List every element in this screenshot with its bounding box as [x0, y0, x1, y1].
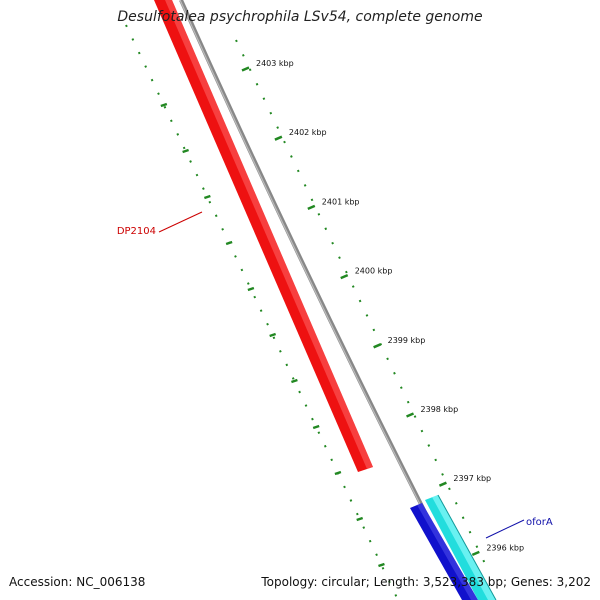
- outer-ruler-tick: [334, 470, 342, 476]
- gene-label-dp2104: DP2104: [117, 226, 156, 237]
- gene-dp2104-feature: [154, 0, 373, 472]
- ruler-tick-marks: [160, 66, 480, 568]
- ruler-tick-label: 2397 kbp: [453, 474, 491, 483]
- ruler-major-tick: [241, 66, 250, 72]
- ruler-tick-labels: 2403 kbp 2402 kbp 2401 kbp 2400 kbp 2399 kbp…: [256, 59, 524, 552]
- ruler-major-tick: [373, 343, 382, 349]
- gene-cyan-feature: [425, 494, 497, 600]
- gene-label-leader-lines: [158, 211, 525, 539]
- outer-ruler-tick: [356, 516, 364, 522]
- inner-ruler-track: [235, 39, 489, 571]
- outer-ruler-tick: [203, 194, 211, 200]
- ruler-major-tick: [307, 204, 316, 211]
- ruler-tick-label: 2399 kbp: [388, 336, 426, 345]
- ruler-tick-label: 2396 kbp: [486, 543, 524, 552]
- outer-ruler-tick: [225, 240, 233, 246]
- outer-ruler-tick: [312, 424, 320, 430]
- outer-ruler-tick: [291, 378, 298, 384]
- ruler-tick-label: 2401 kbp: [322, 197, 360, 206]
- outer-ruler-tick: [182, 148, 189, 154]
- ruler-tick-label: 2402 kbp: [289, 128, 327, 137]
- genome-title: Desulfotalea psychrophila LSv54, complet…: [117, 9, 483, 25]
- gene-label-oforA: oforA: [526, 517, 553, 528]
- outer-ruler-tick: [378, 562, 385, 568]
- outer-ruler-tick: [160, 102, 168, 108]
- outer-ruler-track: [125, 24, 399, 600]
- ruler-major-tick: [438, 481, 447, 487]
- genome-stats-text: Topology: circular; Length: 3,523,383 bp…: [261, 575, 591, 589]
- accession-text: Accession: NC_006138: [9, 575, 146, 589]
- outer-ruler-tick: [269, 332, 277, 338]
- ruler-major-tick: [471, 550, 480, 557]
- ruler-major-tick: [340, 273, 349, 280]
- gene-oforA-feature: [410, 503, 478, 600]
- outer-ruler-tick: [247, 286, 255, 292]
- genome-backbone: [179, 0, 472, 600]
- ruler-tick-label: 2398 kbp: [421, 405, 459, 414]
- ruler-major-tick: [406, 412, 415, 418]
- ruler-tick-label: 2400 kbp: [355, 267, 393, 276]
- ruler-major-tick: [274, 135, 283, 141]
- ruler-tick-label: 2403 kbp: [256, 59, 294, 68]
